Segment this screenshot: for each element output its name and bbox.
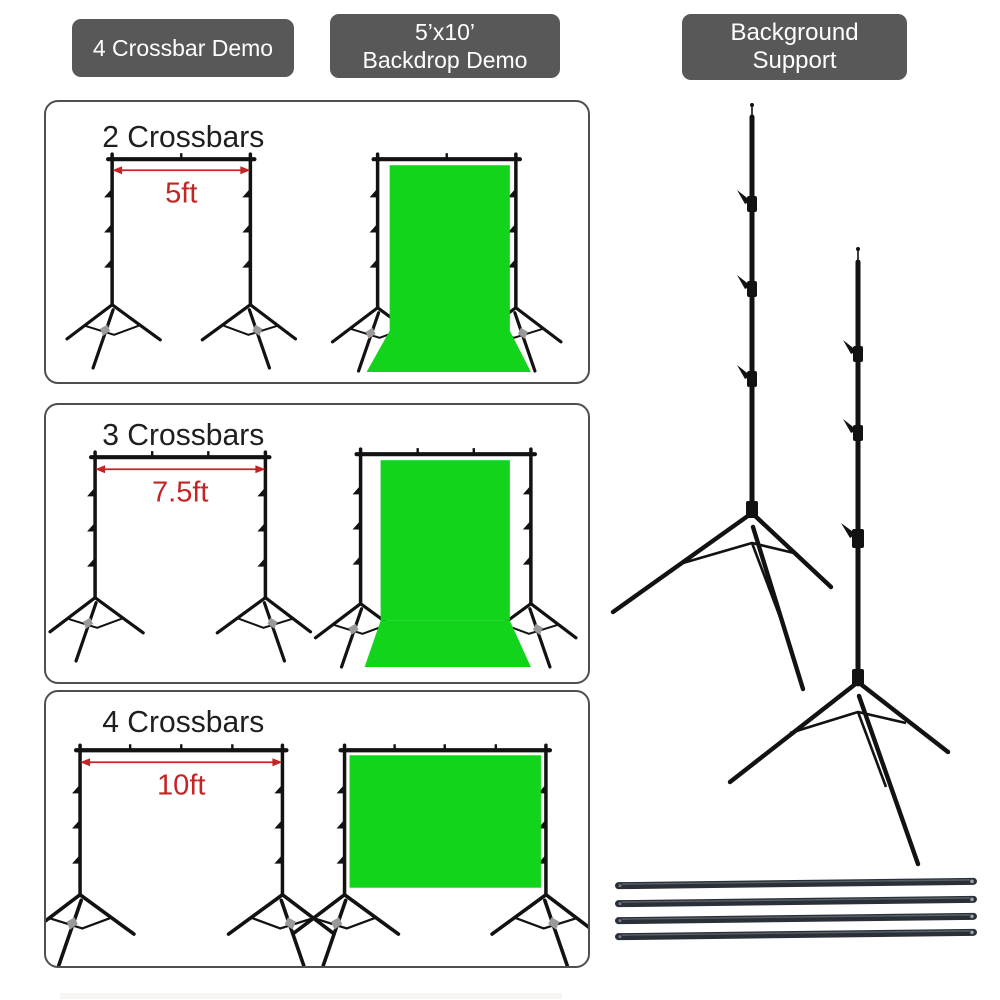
background-stand-short — [727, 247, 951, 867]
backdrop-demo-illustration — [330, 152, 563, 373]
background-support-illustration — [610, 103, 977, 941]
tripod-stand — [48, 596, 145, 663]
clamp-knob — [737, 365, 757, 387]
panel-2-crossbars-illustration: 2 Crossbars 5ft — [65, 121, 563, 373]
clamp-knob — [737, 275, 757, 297]
width-dimension-label: 5ft — [165, 177, 197, 209]
label-crossbar-demo-text: 4 Crossbar Demo — [92, 35, 274, 61]
label-background-support-line2: Support — [752, 47, 837, 74]
panel-4-crossbars: 4 Crossbars 10ft — [44, 690, 590, 968]
stand-frame-diagram: 10ft — [46, 743, 335, 966]
panel-2-crossbars: 2 Crossbars 5ft — [44, 100, 590, 384]
green-backdrop — [366, 165, 531, 372]
clamp-knob — [737, 190, 757, 212]
stand-frame-diagram: 5ft — [65, 152, 298, 370]
tripod-stand — [65, 303, 162, 370]
panel-4-crossbars-illustration: 4 Crossbars 10ft — [46, 706, 588, 966]
crossbar-tube — [615, 912, 977, 925]
dimension-arrow — [95, 465, 266, 474]
dimension-arrow — [80, 758, 283, 767]
label-crossbar-demo: 4 Crossbar Demo — [72, 19, 294, 77]
crossbar-tubes — [615, 877, 977, 941]
label-background-support-line1: Background — [730, 19, 859, 46]
label-backdrop-demo-line1: 5’x10’ — [414, 19, 476, 45]
tripod-stand — [292, 892, 401, 966]
clamp-knob — [841, 523, 864, 548]
clamp-knob — [843, 340, 863, 362]
clamp-knob — [843, 419, 863, 441]
green-backdrop — [349, 755, 541, 888]
backdrop-demo-illustration — [292, 743, 588, 966]
label-backdrop-demo-line2: Backdrop Demo — [362, 47, 528, 73]
crossbar-tube — [615, 877, 977, 890]
crossbar-tube — [615, 895, 977, 908]
tripod-stand — [215, 596, 313, 663]
width-dimension-label: 7.5ft — [152, 476, 209, 508]
green-backdrop — [364, 460, 531, 667]
panel-3-crossbars: 3 Crossbars 7.5ft — [44, 403, 590, 684]
backdrop-demo-illustration — [313, 447, 578, 669]
bottom-cropped-element — [60, 993, 562, 999]
width-dimension-label: 10ft — [157, 769, 205, 801]
tripod-stand — [46, 892, 136, 966]
panel-3-crossbars-illustration: 3 Crossbars 7.5ft — [48, 419, 578, 669]
dimension-arrow — [112, 166, 251, 175]
panel-title: 3 Crossbars — [102, 419, 264, 452]
panel-title: 2 Crossbars — [102, 121, 264, 154]
crossbar-tube — [615, 928, 977, 941]
stand-frame-diagram: 7.5ft — [48, 450, 313, 663]
tripod-stand — [226, 892, 335, 966]
tripod-stand — [200, 303, 298, 370]
panel-title: 4 Crossbars — [102, 706, 264, 739]
background-stand-tall — [610, 103, 834, 692]
label-background-support: Background Support — [682, 14, 907, 80]
tripod-stand — [490, 892, 588, 966]
label-backdrop-demo: 5’x10’ Backdrop Demo — [330, 14, 560, 78]
